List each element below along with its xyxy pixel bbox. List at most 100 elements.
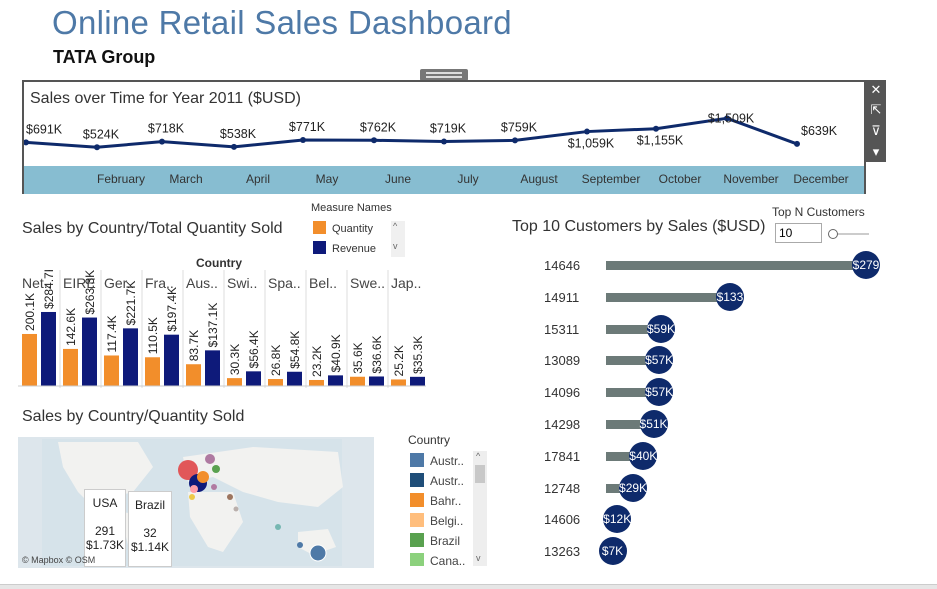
- scroll-up-icon[interactable]: ^: [476, 451, 481, 461]
- month-tick-label: September: [581, 172, 641, 186]
- line-point[interactable]: [724, 115, 730, 122]
- revenue-bar[interactable]: [164, 334, 179, 386]
- open-external-icon[interactable]: ⇱: [870, 102, 882, 117]
- tooltip-brazil-quantity: 32: [143, 526, 157, 540]
- line-point[interactable]: [441, 138, 447, 145]
- country-bubble-selected[interactable]: [309, 544, 327, 562]
- revenue-bar[interactable]: [369, 376, 384, 386]
- revenue-bar[interactable]: [287, 371, 302, 386]
- quantity-bar[interactable]: [309, 379, 324, 386]
- line-point[interactable]: [300, 137, 306, 144]
- map-legend-item[interactable]: Brazil: [410, 533, 460, 548]
- map-legend-item[interactable]: Bahr..: [410, 493, 461, 508]
- country-bubble-greece[interactable]: [227, 494, 233, 500]
- quantity-bar[interactable]: [350, 376, 365, 386]
- quantity-bar[interactable]: [63, 348, 78, 386]
- legend-scrollbar[interactable]: ^ v: [391, 221, 405, 257]
- bottom-tab-strip: [0, 584, 937, 589]
- map-legend-swatch: [410, 493, 424, 507]
- line-data-label: $524K: [83, 127, 120, 141]
- line-point[interactable]: [371, 137, 377, 144]
- revenue-bar[interactable]: [328, 375, 343, 386]
- legend-item-revenue[interactable]: Revenue: [313, 241, 376, 255]
- country-category-label: Aus..: [186, 275, 218, 291]
- quantity-bar[interactable]: [186, 364, 201, 386]
- close-icon[interactable]: ✕: [870, 82, 882, 97]
- country-bubble-sweden[interactable]: [212, 465, 220, 473]
- map-legend-item[interactable]: Austr..: [410, 473, 464, 488]
- country-bubble-singapore[interactable]: [275, 524, 281, 530]
- scroll-down-icon[interactable]: v: [476, 553, 481, 563]
- customer-sales-label: $12K: [603, 505, 631, 534]
- drag-handle[interactable]: [420, 69, 468, 81]
- customer-sales-bar[interactable]: [606, 324, 661, 334]
- line-point[interactable]: [584, 128, 590, 135]
- dashboard-subtitle: TATA Group: [53, 47, 156, 67]
- filter-icon[interactable]: ⊽: [871, 123, 881, 138]
- country-bubble-france[interactable]: [190, 485, 198, 493]
- country-header: Country: [196, 256, 242, 270]
- month-axis-band: [24, 166, 864, 194]
- customer-sales-bar[interactable]: [606, 451, 644, 461]
- line-point[interactable]: [231, 143, 237, 150]
- customer-sales-bar[interactable]: [606, 292, 730, 302]
- customer-sales-bar[interactable]: [606, 261, 866, 270]
- map-legend-scrollbar[interactable]: ^ v: [473, 451, 487, 566]
- line-point[interactable]: [24, 139, 29, 146]
- scroll-down-icon[interactable]: v: [393, 241, 398, 251]
- quantity-bar[interactable]: [391, 379, 406, 386]
- line-point[interactable]: [512, 137, 518, 144]
- country-bubble-italy[interactable]: [211, 484, 217, 490]
- quantity-bar[interactable]: [268, 379, 283, 386]
- country-bubble-australia[interactable]: [297, 542, 303, 548]
- customer-sales-bar[interactable]: [606, 356, 660, 366]
- scroll-up-icon[interactable]: ^: [393, 221, 398, 231]
- quantity-bar[interactable]: [145, 357, 160, 386]
- line-point[interactable]: [653, 125, 659, 132]
- revenue-bar[interactable]: [410, 376, 425, 386]
- line-data-label: $719K: [430, 122, 467, 136]
- customer-sales-bar[interactable]: [606, 388, 660, 398]
- map-legend-swatch: [410, 453, 424, 467]
- revenue-bar[interactable]: [123, 328, 138, 386]
- map-legend-item[interactable]: Belgi..: [410, 513, 463, 528]
- line-data-label: $718K: [148, 122, 185, 136]
- country-bubble-spain[interactable]: [189, 494, 195, 500]
- scroll-thumb[interactable]: [475, 465, 485, 483]
- country-bubble-uk[interactable]: [178, 460, 198, 480]
- topn-slider-track[interactable]: [829, 233, 869, 235]
- country-bubble-cyprus[interactable]: [233, 506, 239, 512]
- topn-input[interactable]: [775, 223, 822, 243]
- country-bubble-germany[interactable]: [197, 471, 209, 483]
- sales-over-time-panel[interactable]: Sales over Time for Year 2011 ($USD) Feb…: [22, 80, 866, 194]
- country-category-label: EIRE: [63, 275, 96, 291]
- quantity-data-label: 26.8K: [269, 345, 283, 376]
- country-category-label: Net..: [22, 275, 52, 291]
- menu-dropdown-icon[interactable]: ▾: [872, 144, 880, 159]
- country-bubble-norway[interactable]: [205, 454, 215, 464]
- revenue-bar[interactable]: [246, 371, 261, 386]
- quantity-data-label: 30.3K: [228, 344, 242, 375]
- map-legend-item[interactable]: Cana..: [410, 553, 465, 566]
- legend-item-quantity[interactable]: Quantity: [313, 221, 373, 235]
- quantity-bar[interactable]: [22, 333, 37, 386]
- country-map[interactable]: USA 291 $1.73K Brazil 32 $1.14K © Mapbox…: [18, 437, 374, 568]
- legend-swatch-quantity: [313, 221, 326, 234]
- line-data-label: $639K: [801, 124, 838, 138]
- month-tick-label: June: [384, 172, 412, 186]
- map-legend-item[interactable]: Austr..: [410, 453, 464, 468]
- customer-id-label: 14911: [544, 289, 580, 305]
- revenue-bar[interactable]: [205, 350, 220, 386]
- line-point[interactable]: [794, 140, 800, 147]
- quantity-bar[interactable]: [227, 378, 242, 386]
- customer-sales-label: $57K: [645, 346, 673, 375]
- revenue-bar[interactable]: [82, 317, 97, 386]
- line-point[interactable]: [94, 144, 100, 151]
- topn-slider-handle[interactable]: [828, 229, 838, 239]
- revenue-bar[interactable]: [41, 311, 56, 386]
- quantity-bar[interactable]: [104, 355, 119, 386]
- line-data-label: $771K: [289, 120, 326, 134]
- line-point[interactable]: [159, 138, 165, 145]
- line-chart-svg: $691K $524K $718K $538K $771K $762K $719K $759K…: [24, 111, 838, 151]
- customer-sales-bar[interactable]: [606, 420, 654, 429]
